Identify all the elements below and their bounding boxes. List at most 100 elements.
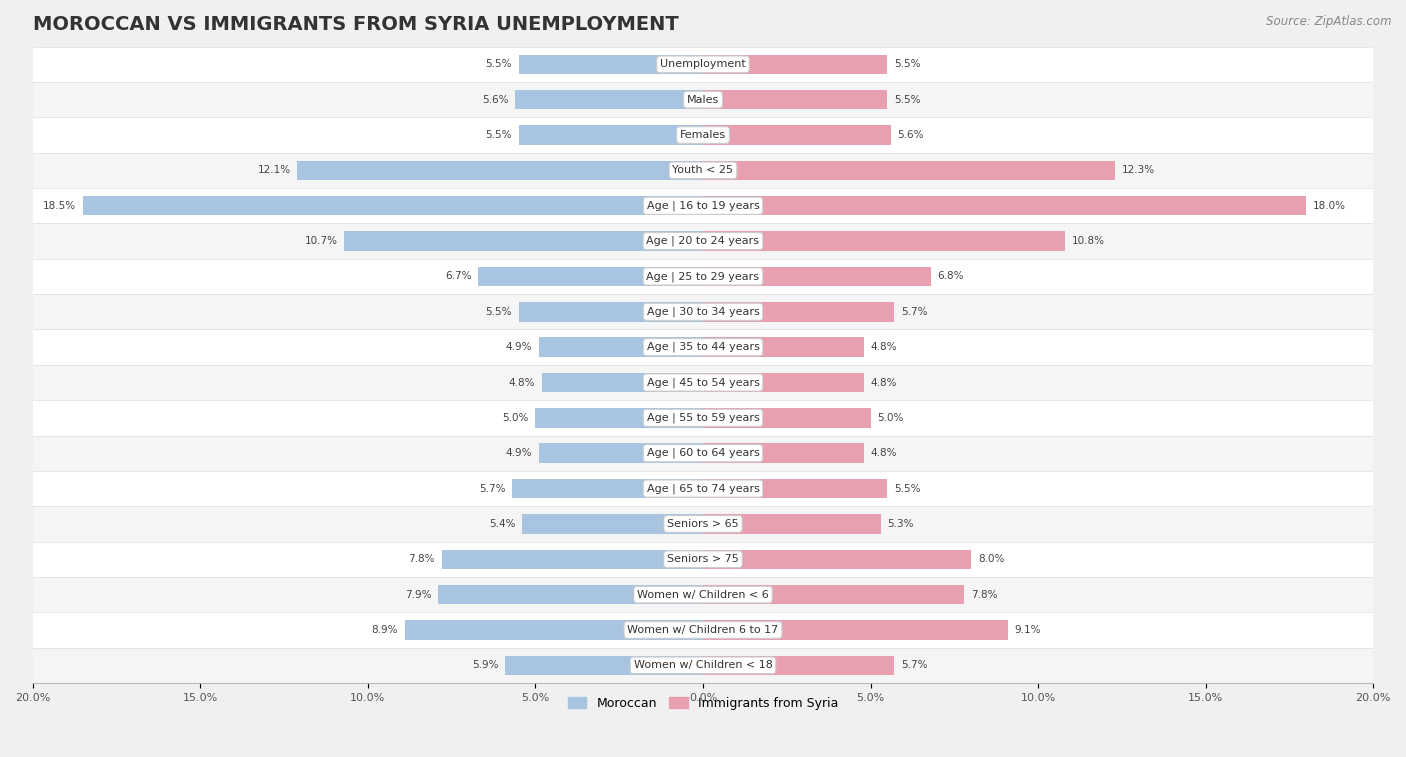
Bar	[703, 514, 880, 534]
Text: 4.9%: 4.9%	[506, 448, 531, 458]
Text: MOROCCAN VS IMMIGRANTS FROM SYRIA UNEMPLOYMENT: MOROCCAN VS IMMIGRANTS FROM SYRIA UNEMPL…	[32, 15, 679, 34]
Bar	[538, 338, 703, 357]
Bar	[703, 196, 1306, 216]
Text: 5.5%: 5.5%	[894, 95, 921, 104]
Bar	[405, 620, 703, 640]
Text: Women w/ Children 6 to 17: Women w/ Children 6 to 17	[627, 625, 779, 635]
Text: 10.8%: 10.8%	[1071, 236, 1105, 246]
Text: 4.8%: 4.8%	[509, 378, 536, 388]
Bar	[32, 400, 1374, 435]
Bar	[439, 585, 703, 604]
Bar	[32, 612, 1374, 648]
Bar	[703, 585, 965, 604]
Legend: Moroccan, Immigrants from Syria: Moroccan, Immigrants from Syria	[562, 692, 844, 715]
Text: 7.8%: 7.8%	[972, 590, 998, 600]
Bar	[516, 90, 703, 110]
Bar	[703, 372, 863, 392]
Bar	[32, 259, 1374, 294]
Bar	[543, 372, 703, 392]
Text: Seniors > 65: Seniors > 65	[668, 519, 738, 529]
Bar	[703, 90, 887, 110]
Bar	[536, 408, 703, 428]
Bar	[32, 506, 1374, 541]
Text: Age | 60 to 64 years: Age | 60 to 64 years	[647, 448, 759, 459]
Bar	[703, 550, 972, 569]
Text: 5.9%: 5.9%	[472, 660, 499, 670]
Bar	[32, 223, 1374, 259]
Text: 7.8%: 7.8%	[408, 554, 434, 564]
Bar	[519, 302, 703, 322]
Bar	[32, 188, 1374, 223]
Text: Age | 35 to 44 years: Age | 35 to 44 years	[647, 342, 759, 353]
Bar	[703, 232, 1064, 251]
Text: 5.6%: 5.6%	[482, 95, 509, 104]
Bar	[703, 479, 887, 498]
Bar	[703, 444, 863, 463]
Bar	[703, 126, 890, 145]
Text: 5.0%: 5.0%	[502, 413, 529, 423]
Bar	[538, 444, 703, 463]
Text: 18.5%: 18.5%	[44, 201, 76, 210]
Bar	[519, 55, 703, 74]
Text: Age | 25 to 29 years: Age | 25 to 29 years	[647, 271, 759, 282]
Bar	[32, 153, 1374, 188]
Text: Women w/ Children < 18: Women w/ Children < 18	[634, 660, 772, 670]
Bar	[703, 302, 894, 322]
Text: 4.8%: 4.8%	[870, 342, 897, 352]
Bar	[344, 232, 703, 251]
Text: Age | 16 to 19 years: Age | 16 to 19 years	[647, 201, 759, 211]
Text: 9.1%: 9.1%	[1015, 625, 1042, 635]
Bar	[32, 117, 1374, 153]
Text: 4.8%: 4.8%	[870, 448, 897, 458]
Bar	[32, 82, 1374, 117]
Bar	[32, 435, 1374, 471]
Bar	[32, 648, 1374, 683]
Text: 5.5%: 5.5%	[485, 307, 512, 316]
Text: Age | 55 to 59 years: Age | 55 to 59 years	[647, 413, 759, 423]
Text: 5.7%: 5.7%	[901, 307, 927, 316]
Text: 10.7%: 10.7%	[305, 236, 337, 246]
Bar	[519, 126, 703, 145]
Text: Seniors > 75: Seniors > 75	[666, 554, 740, 564]
Bar	[32, 365, 1374, 400]
Bar	[83, 196, 703, 216]
Bar	[703, 620, 1008, 640]
Text: 4.9%: 4.9%	[506, 342, 531, 352]
Bar	[703, 160, 1115, 180]
Text: 5.5%: 5.5%	[485, 130, 512, 140]
Text: 4.8%: 4.8%	[870, 378, 897, 388]
Text: 8.0%: 8.0%	[977, 554, 1004, 564]
Text: 5.4%: 5.4%	[489, 519, 516, 529]
Bar	[703, 266, 931, 286]
Bar	[32, 577, 1374, 612]
Bar	[32, 541, 1374, 577]
Text: 6.7%: 6.7%	[446, 272, 472, 282]
Text: Age | 20 to 24 years: Age | 20 to 24 years	[647, 236, 759, 246]
Text: Age | 30 to 34 years: Age | 30 to 34 years	[647, 307, 759, 317]
Text: Source: ZipAtlas.com: Source: ZipAtlas.com	[1267, 15, 1392, 28]
Bar	[505, 656, 703, 675]
Bar	[703, 656, 894, 675]
Text: 5.0%: 5.0%	[877, 413, 904, 423]
Text: 7.9%: 7.9%	[405, 590, 432, 600]
Bar	[32, 329, 1374, 365]
Text: 5.5%: 5.5%	[894, 59, 921, 70]
Bar	[32, 47, 1374, 82]
Bar	[32, 471, 1374, 506]
Text: 5.5%: 5.5%	[894, 484, 921, 494]
Text: 12.1%: 12.1%	[257, 165, 291, 176]
Text: Women w/ Children < 6: Women w/ Children < 6	[637, 590, 769, 600]
Text: 8.9%: 8.9%	[371, 625, 398, 635]
Text: 5.3%: 5.3%	[887, 519, 914, 529]
Text: Age | 65 to 74 years: Age | 65 to 74 years	[647, 483, 759, 494]
Text: Females: Females	[681, 130, 725, 140]
Text: 12.3%: 12.3%	[1122, 165, 1156, 176]
Text: 5.7%: 5.7%	[901, 660, 927, 670]
Bar	[478, 266, 703, 286]
Bar	[298, 160, 703, 180]
Bar	[512, 479, 703, 498]
Text: Unemployment: Unemployment	[661, 59, 745, 70]
Bar	[441, 550, 703, 569]
Bar	[703, 55, 887, 74]
Text: 5.7%: 5.7%	[479, 484, 505, 494]
